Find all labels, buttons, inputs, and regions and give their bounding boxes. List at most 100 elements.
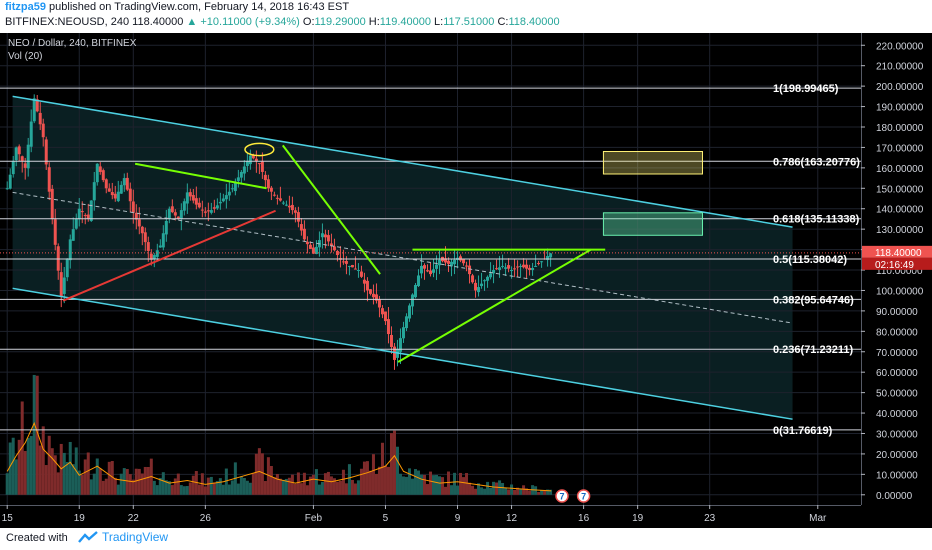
price-tick-label: 60.00000 <box>876 368 918 379</box>
candle-body <box>194 198 198 205</box>
volume-bar <box>359 468 363 495</box>
green-trendline[interactable] <box>134 162 267 190</box>
candle-body <box>95 163 99 183</box>
volume-bar <box>263 481 267 495</box>
yellow-target-box[interactable] <box>602 151 703 175</box>
candle-body <box>104 179 108 189</box>
volume-bar <box>89 479 93 495</box>
channel-mid-line[interactable] <box>12 191 793 324</box>
volume-bar <box>26 437 30 495</box>
candle-body <box>197 202 201 208</box>
volume-bar <box>23 451 27 495</box>
candle-body <box>540 261 544 263</box>
volume-bar <box>435 475 439 495</box>
volume-bar <box>245 480 249 495</box>
event-marker-icon[interactable] <box>555 489 569 503</box>
candle-body <box>38 112 42 125</box>
last-price: 118.40000 <box>132 16 184 28</box>
candle-body <box>143 232 147 243</box>
volume-bar <box>158 477 162 495</box>
price-tick-label: 160.00000 <box>876 164 924 175</box>
volume-bar <box>179 485 183 495</box>
volume-bar <box>456 485 460 495</box>
green-target-box[interactable] <box>602 212 703 236</box>
volume-bar <box>143 466 147 495</box>
chart-area[interactable]: 1(198.99465) 0.786(163.20776) 0.618(135.11… <box>0 33 932 528</box>
candle-body <box>477 287 481 293</box>
volume-bar <box>95 458 99 495</box>
volume-bar <box>164 480 168 495</box>
candle-body <box>287 205 291 208</box>
time-tick-label: 26 <box>200 513 212 524</box>
channel-lower-line[interactable] <box>12 287 793 420</box>
candle-body <box>296 212 300 222</box>
green-trendline[interactable] <box>397 248 592 363</box>
candle-body <box>386 319 390 335</box>
volume-bar <box>386 466 390 495</box>
volume-bar <box>236 483 240 495</box>
fib-level-label: 0.786(163.20776) <box>773 156 860 168</box>
price-chart-svg[interactable]: 1(198.99465) 0.786(163.20776) 0.618(135.11… <box>0 33 932 528</box>
volume-bar <box>248 482 252 495</box>
candle-body <box>218 201 222 204</box>
volume-bar <box>260 453 264 495</box>
volume-bar <box>275 473 279 495</box>
price-tick-label: 140.00000 <box>876 205 924 216</box>
volume-bar <box>444 486 448 495</box>
volume-bar <box>404 476 408 495</box>
volume-bar <box>305 485 309 495</box>
candle-body <box>311 247 315 254</box>
last-price-tag <box>862 245 932 258</box>
tradingview-brand[interactable]: TradingView <box>78 530 168 544</box>
volume-bar <box>516 487 520 495</box>
candle-body <box>188 192 192 197</box>
candle-body <box>326 235 330 242</box>
volume-bar <box>356 480 360 495</box>
volume-bar <box>323 473 327 495</box>
candle-body <box>471 275 475 283</box>
volume-bar <box>365 461 369 495</box>
volume-bar <box>453 472 457 495</box>
candle-body <box>281 202 285 204</box>
volume-bar <box>549 489 553 495</box>
volume-bar <box>383 465 387 495</box>
candle-body <box>164 220 168 235</box>
channel-upper-line[interactable] <box>12 95 793 228</box>
volume-bar <box>392 430 396 495</box>
candle-body <box>239 171 243 178</box>
volume-bar <box>438 476 442 495</box>
candle-body <box>371 293 375 298</box>
footer: Created with TradingView <box>0 528 932 550</box>
price-tick-label: 80.00000 <box>876 327 918 338</box>
volume-bar <box>525 488 529 495</box>
candle-body <box>314 246 318 255</box>
candle-body <box>347 265 351 267</box>
volume-bar <box>77 470 81 495</box>
highlight-ellipse[interactable] <box>244 142 275 157</box>
publish-info: published on TradingView.com, February 1… <box>49 1 350 13</box>
volume-bar <box>212 482 216 495</box>
candle-body <box>498 267 502 271</box>
red-trendline[interactable] <box>62 209 276 302</box>
candle-body <box>173 212 177 216</box>
candle-body <box>350 264 354 268</box>
event-marker-icon[interactable] <box>576 489 591 503</box>
candle-body <box>140 226 144 234</box>
volume-bar <box>113 477 117 495</box>
volume-bar <box>416 470 420 495</box>
candle-body <box>447 260 451 264</box>
candle-body <box>486 276 490 281</box>
candle-body <box>113 193 117 199</box>
volume-bar <box>167 481 171 495</box>
candle-body <box>257 163 261 165</box>
candle-body <box>302 228 306 240</box>
candle-body <box>41 123 45 138</box>
candle-body <box>278 198 282 201</box>
candle-body <box>50 188 54 219</box>
candle-body <box>83 215 87 217</box>
author-name[interactable]: fitzpa59 <box>5 1 46 13</box>
candle-body <box>368 289 372 294</box>
price-tick-label: 180.00000 <box>876 123 924 134</box>
candle-body <box>98 166 102 172</box>
candle-body <box>362 279 366 284</box>
